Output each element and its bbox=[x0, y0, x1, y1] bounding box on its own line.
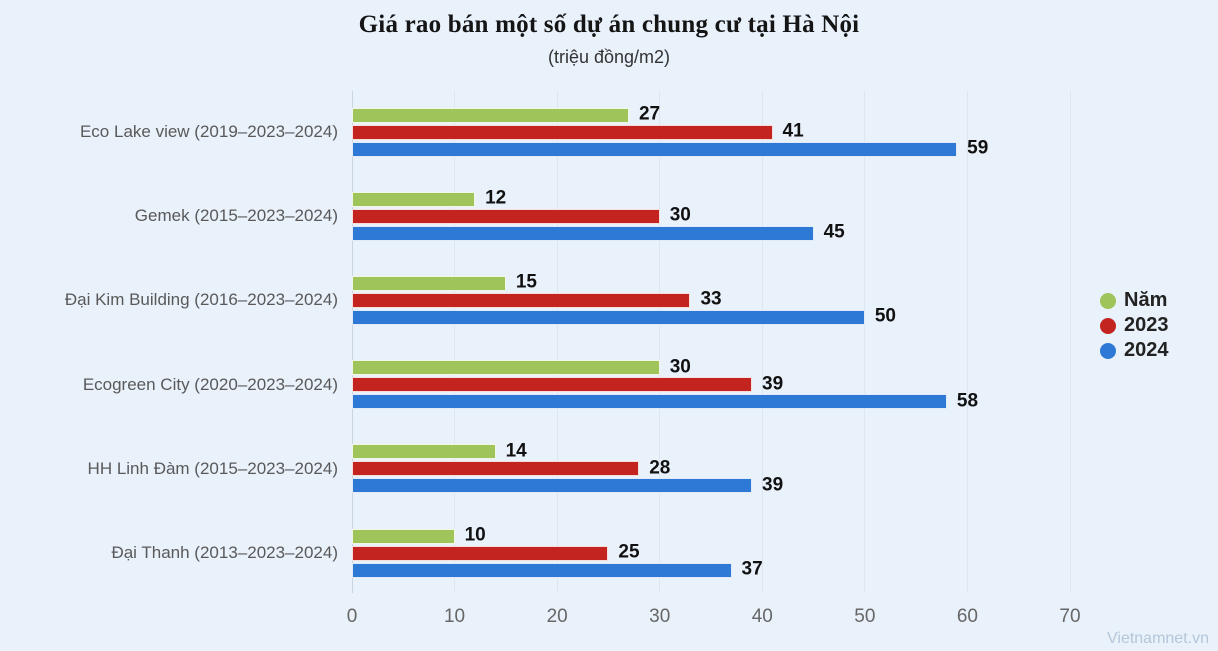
x-tick-label: 50 bbox=[854, 606, 876, 627]
grid-line bbox=[864, 91, 866, 593]
category-label: Gemek (2015–2023–2024) bbox=[134, 206, 338, 226]
bar-value-label: 39 bbox=[762, 373, 784, 395]
x-tick-label: 70 bbox=[1059, 606, 1081, 627]
bar-2024 bbox=[352, 309, 865, 325]
watermark: Vietnamnet.vn bbox=[1107, 630, 1209, 647]
bar-value-label: 30 bbox=[669, 356, 691, 378]
grid-line bbox=[761, 91, 763, 593]
bar-value-label: 10 bbox=[464, 524, 486, 546]
grid-line bbox=[659, 91, 661, 593]
bar-value-label: 58 bbox=[956, 390, 979, 412]
bar-value-label: 37 bbox=[741, 558, 763, 580]
grid-line bbox=[966, 91, 968, 593]
legend: Năm 2023 2024 bbox=[1100, 288, 1169, 363]
grid-line bbox=[1069, 91, 1071, 593]
bar-value-label: 28 bbox=[649, 457, 671, 479]
bar-value-label: 59 bbox=[967, 137, 989, 159]
category-label: HH Linh Đàm (2015–2023–2024) bbox=[87, 458, 338, 478]
bar-năm bbox=[352, 528, 455, 544]
bar-value-label: 41 bbox=[782, 120, 804, 142]
bar-2024 bbox=[352, 478, 753, 494]
bar-năm bbox=[352, 444, 496, 460]
category-label: Đại Kim Building (2016–2023–2024) bbox=[64, 290, 338, 310]
bar-value-label: 14 bbox=[505, 440, 527, 462]
bar-value-label: 30 bbox=[669, 204, 691, 226]
bar-value-label: 12 bbox=[485, 187, 507, 209]
legend-item-nam[interactable]: Năm bbox=[1100, 288, 1169, 313]
legend-swatch-blue bbox=[1100, 342, 1116, 359]
bar-2023 bbox=[352, 124, 773, 140]
legend-item-2023[interactable]: 2023 bbox=[1100, 313, 1169, 338]
x-tick-label: 40 bbox=[751, 606, 773, 627]
x-tick-label: 20 bbox=[546, 606, 568, 627]
x-tick-label: 10 bbox=[443, 606, 466, 627]
bar-value-label: 50 bbox=[874, 305, 896, 327]
category-label: Eco Lake view (2019–2023–2024) bbox=[79, 122, 338, 141]
grid-line bbox=[556, 91, 558, 593]
bar-năm bbox=[352, 360, 660, 376]
bar-value-label: 25 bbox=[618, 541, 640, 563]
chart-subtitle: (triệu đồng/m2) bbox=[547, 47, 671, 67]
bar-value-label: 27 bbox=[638, 103, 661, 125]
x-tick-label: 0 bbox=[346, 606, 358, 627]
legend-swatch-green bbox=[1100, 292, 1116, 309]
legend-swatch-red bbox=[1100, 317, 1116, 334]
bar-2023 bbox=[352, 461, 640, 477]
grid-line bbox=[454, 91, 456, 593]
bar-2023 bbox=[352, 377, 753, 393]
legend-label: 2023 bbox=[1124, 314, 1169, 336]
legend-item-2024[interactable]: 2024 bbox=[1100, 338, 1169, 363]
bar-2024 bbox=[352, 394, 947, 410]
legend-label: 2024 bbox=[1124, 339, 1169, 361]
bar-2023 bbox=[352, 292, 691, 308]
category-label: Ecogreen City (2020–2023–2024) bbox=[82, 374, 338, 394]
bar-2024 bbox=[352, 141, 958, 157]
category-label: Đại Thanh (2013–2023–2024) bbox=[111, 543, 338, 562]
grid-line bbox=[351, 91, 353, 593]
bar-value-label: 45 bbox=[823, 221, 845, 243]
bar-2023 bbox=[352, 208, 660, 224]
bar-value-label: 33 bbox=[700, 288, 722, 310]
bar-năm bbox=[352, 107, 629, 123]
bar-2023 bbox=[352, 545, 609, 561]
x-tick-label: 60 bbox=[956, 606, 978, 627]
legend-label: Năm bbox=[1124, 289, 1168, 311]
chart-title: Giá rao bán một số dự án chung cư tại Hà… bbox=[358, 11, 860, 38]
bar-2024 bbox=[352, 225, 814, 241]
bar-năm bbox=[352, 275, 506, 291]
x-tick-label: 30 bbox=[649, 606, 671, 627]
bar-value-label: 15 bbox=[515, 271, 537, 293]
bar-value-label: 39 bbox=[762, 474, 784, 496]
bar-2024 bbox=[352, 562, 732, 578]
bar-năm bbox=[352, 191, 476, 207]
